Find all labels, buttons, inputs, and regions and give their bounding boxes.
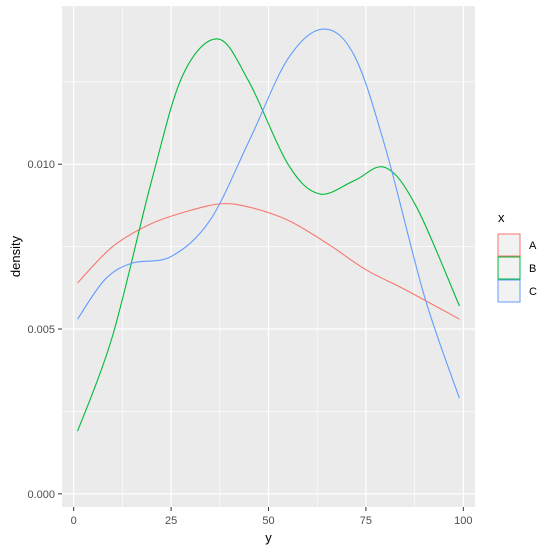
legend-label-a: A (529, 240, 537, 252)
series-line-c (77, 28, 460, 399)
x-tick-label: 25 (165, 515, 177, 527)
x-tick-label: 75 (360, 515, 372, 527)
legend-title: x (498, 210, 505, 225)
series-line-a (77, 203, 460, 320)
legend-label-b: B (529, 263, 536, 275)
y-tick-label: 0.010 (27, 159, 55, 171)
legend-key-b (497, 256, 521, 280)
axes: 0 25 50 75 100 0.000 0.005 0.010 (27, 159, 472, 527)
series-lines (77, 28, 460, 432)
legend-key-a (497, 233, 521, 257)
y-axis-title: density (8, 235, 23, 277)
x-tick-label: 0 (71, 515, 77, 527)
y-tick-label: 0.005 (27, 324, 55, 336)
x-tick-label: 100 (454, 515, 472, 527)
series-line-b (77, 38, 460, 432)
legend: x ABC (497, 210, 537, 303)
grid-lines (62, 6, 475, 507)
legend-key-c (497, 279, 521, 303)
legend-label-c: C (529, 286, 537, 298)
x-tick-label: 50 (262, 515, 274, 527)
x-axis-title: y (265, 530, 272, 545)
y-tick-label: 0.000 (27, 489, 55, 501)
